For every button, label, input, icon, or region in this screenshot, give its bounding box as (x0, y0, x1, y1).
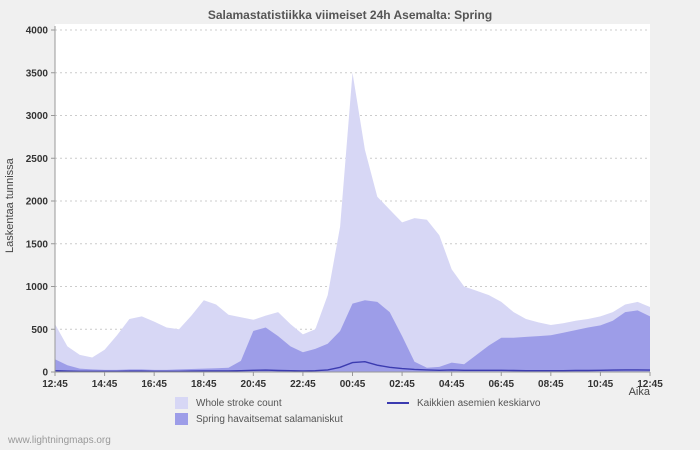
y-tick-label: 2000 (26, 197, 49, 208)
x-tick-label: 04:45 (439, 379, 465, 390)
y-tick-label: 3000 (26, 111, 49, 122)
y-tick-label: 4000 (26, 26, 49, 37)
y-tick-label: 3500 (26, 68, 49, 79)
average-line-swatch (387, 402, 409, 404)
chart-title: Salamastatistiikka viimeiset 24h Asemalt… (207, 8, 493, 22)
x-tick-label: 20:45 (241, 379, 267, 390)
legend-item-average: Kaikkien asemien keskiarvo (387, 398, 540, 409)
x-tick-label: 16:45 (141, 379, 167, 390)
y-tick-label: 0 (42, 368, 48, 379)
y-tick-label: 500 (31, 325, 48, 336)
x-tick-label: 18:45 (191, 379, 217, 390)
area-whole-stroke-count (55, 72, 650, 373)
x-tick-label: 22:45 (290, 379, 316, 390)
legend-label-average: Kaikkien asemien keskiarvo (417, 397, 541, 409)
y-tick-label: 1500 (26, 239, 49, 250)
x-tick-label: 14:45 (92, 379, 118, 390)
line-all-stations-average (54, 360, 651, 372)
spring-swatch (175, 413, 188, 425)
watermark-link[interactable]: www.lightningmaps.org (8, 435, 111, 446)
x-tick-label: 06:45 (488, 379, 514, 390)
area-spring-detected-strokes (55, 300, 650, 372)
x-axis-label: Aika (628, 386, 650, 398)
y-tick-label: 2500 (26, 154, 49, 165)
y-axis-label: Laskentaa tunnissa (4, 158, 16, 254)
x-tick-label: 12:45 (637, 379, 663, 390)
lightning-chart: 0 500 1000 1500 2000 2500 3000 3500 4000 12:45 14:… (26, 24, 663, 390)
legend-item-whole-stroke: Whole stroke count (175, 397, 387, 409)
legend-label-whole-stroke: Whole stroke count (196, 397, 282, 409)
chart-legend: Whole stroke count Kaikkien asemien kesk… (175, 397, 540, 425)
x-tick-label: 00:45 (340, 379, 366, 390)
x-tick-label: 08:45 (538, 379, 564, 390)
legend-item-spring: Spring havaitsemat salamaniskut (175, 413, 387, 425)
y-tick-label: 1000 (26, 282, 49, 293)
whole-stroke-swatch (175, 397, 188, 409)
x-tick-label: 02:45 (389, 379, 415, 390)
x-tick-label: 10:45 (588, 379, 614, 390)
legend-label-spring: Spring havaitsemat salamaniskut (196, 413, 343, 425)
x-tick-label: 12:45 (42, 379, 68, 390)
